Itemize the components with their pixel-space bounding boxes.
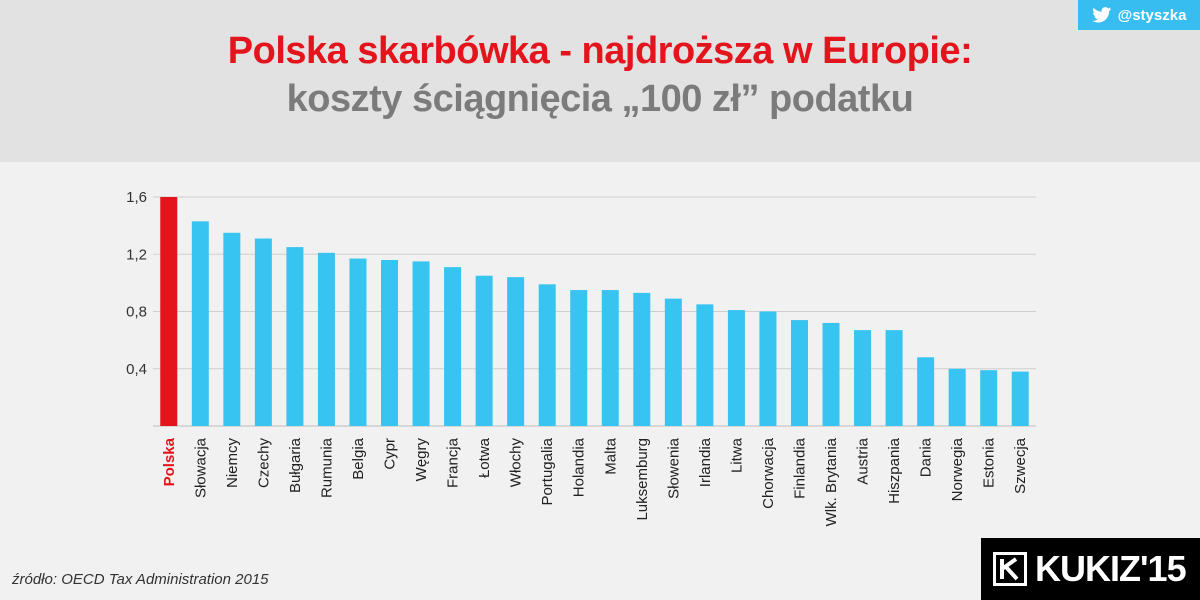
bar [444, 267, 462, 426]
bar [948, 368, 966, 426]
bar [412, 261, 430, 426]
x-tick-label: Słowacja [192, 437, 209, 498]
x-tick-label: Dania [918, 437, 935, 477]
x-tick-label: Rumunia [318, 437, 335, 498]
twitter-handle-badge[interactable]: @styszka [1078, 0, 1200, 30]
x-tick-label: Hiszpania [886, 437, 903, 504]
kukiz-k-mark-icon [993, 552, 1027, 586]
y-tick-label: 0,4 [126, 361, 147, 378]
x-tick-label: Szwecja [1012, 437, 1029, 494]
bar [223, 232, 241, 426]
bar [790, 320, 808, 426]
twitter-handle: @styszka [1117, 6, 1187, 24]
logo-text: KUKIZ'15 [1035, 548, 1187, 589]
x-tick-label: Litwa [728, 437, 745, 473]
x-tick-label: Chorwacja [760, 437, 777, 509]
x-tick-label: Francja [445, 437, 462, 488]
x-tick-label: Bułgaria [287, 437, 304, 493]
bar [696, 304, 714, 426]
x-tick-label: Finlandia [791, 437, 808, 499]
x-tick-label: Włochy [508, 438, 525, 488]
bar [917, 357, 935, 426]
bar-chart: 0,4 0,8 1,2 1,6 Polska Słowacja Niemcy Czechy Bu… [126, 189, 1036, 526]
bar [885, 330, 903, 426]
y-tick-label: 1,6 [126, 189, 147, 206]
x-tick-label: Niemcy [224, 438, 241, 489]
x-tick-label: Łotwa [476, 437, 493, 478]
x-tick-label: Węgry [413, 438, 430, 482]
bar [759, 311, 777, 426]
bar [980, 370, 998, 426]
bar [286, 247, 304, 426]
bar [317, 252, 335, 426]
x-tick-label: Irlandia [697, 437, 714, 487]
y-tick-label: 0,8 [126, 304, 147, 321]
x-tick-label: Malta [602, 437, 619, 474]
x-tick-label: Belgia [350, 437, 367, 479]
bar [349, 258, 367, 426]
header-banner: Polska skarbówka - najdroższa w Europie:… [0, 0, 1200, 162]
bar [538, 284, 556, 426]
page-title: Polska skarbówka - najdroższa w Europie: [227, 30, 973, 72]
bar [381, 259, 399, 426]
bar [160, 197, 178, 426]
x-tick-label: Norwegia [949, 437, 966, 501]
x-tick-label: Polska [161, 437, 178, 486]
x-tick-label: Holandia [571, 437, 588, 497]
x-tick-label: Wlk. Brytania [823, 437, 840, 526]
bar [633, 292, 651, 426]
bar [854, 330, 872, 426]
bar [664, 298, 682, 426]
x-tick-label: Luksemburg [634, 438, 651, 521]
page-subtitle: koszty ściągnięcia „100 zł” podatku [286, 78, 914, 120]
x-tick-label: Czechy [255, 438, 272, 489]
y-tick-label: 1,2 [126, 246, 147, 263]
x-tick-label: Austria [855, 437, 872, 484]
bar [507, 277, 525, 426]
bar [570, 290, 588, 426]
bar [191, 221, 209, 426]
bar [475, 275, 493, 426]
twitter-bird-icon [1091, 7, 1112, 23]
x-tick-label: Słowenia [665, 437, 682, 499]
bar [254, 238, 272, 426]
kukiz-logo: KUKIZ'15 [981, 538, 1200, 600]
x-tick-label: Portugalia [539, 437, 556, 505]
bar [822, 322, 840, 426]
source-note: źródło: OECD Tax Administration 2015 [12, 571, 269, 588]
x-tick-label: Cypr [382, 438, 399, 470]
bar [1011, 371, 1029, 426]
x-tick-label: Estonia [981, 437, 998, 488]
bar [601, 290, 619, 426]
bar [727, 310, 745, 426]
